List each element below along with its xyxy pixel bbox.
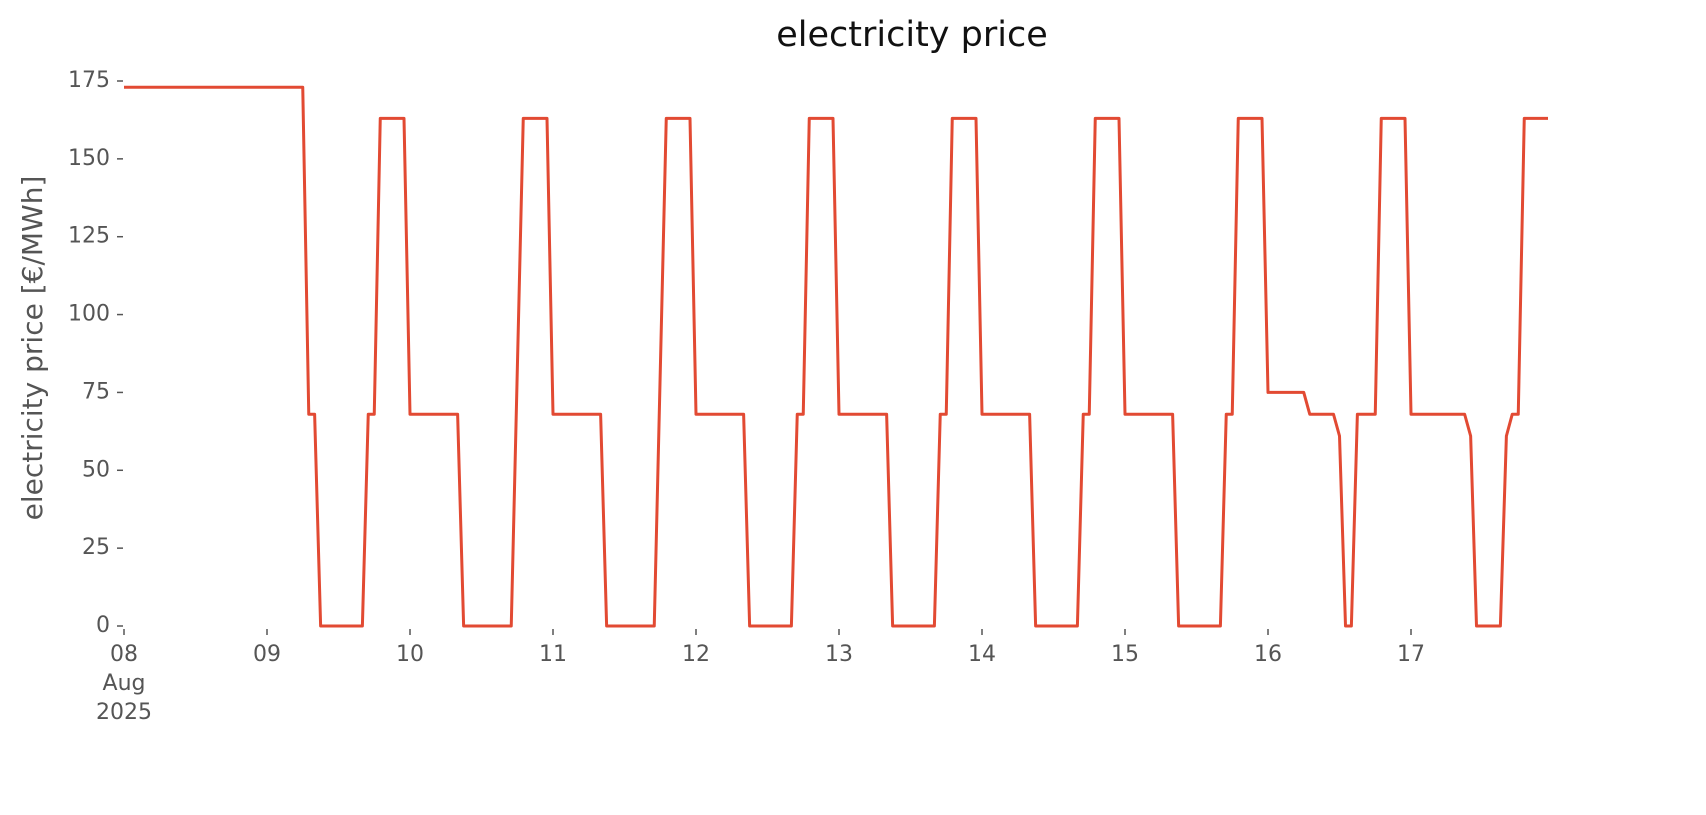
x-tick-label: 13 xyxy=(825,642,853,667)
x-tick-label: 09 xyxy=(253,642,281,667)
y-tick-label: 50 xyxy=(82,457,110,482)
x-tick-label: 11 xyxy=(539,642,567,667)
x-tick-label: 17 xyxy=(1397,642,1425,667)
y-tick-label: 175 xyxy=(68,68,110,93)
y-tick-label: 150 xyxy=(68,146,110,171)
x-tick-label: 12 xyxy=(682,642,710,667)
y-tick-label: 125 xyxy=(68,224,110,249)
price-line xyxy=(124,85,1548,628)
y-tick-label: 25 xyxy=(82,535,110,560)
y-tick-label: 100 xyxy=(68,302,110,327)
y-tick-label: 75 xyxy=(82,379,110,404)
x-tick-label: 10 xyxy=(396,642,424,667)
x-tick-label: 15 xyxy=(1111,642,1139,667)
x-tick-label: 16 xyxy=(1254,642,1282,667)
y-axis-label: electricity price [€/MWh] xyxy=(16,176,49,521)
y-tick-label: 0 xyxy=(96,613,110,638)
x-tick-label: 14 xyxy=(968,642,996,667)
x-tick-label: 08 Aug 2025 xyxy=(96,642,152,725)
chart-title: electricity price xyxy=(776,15,1048,55)
